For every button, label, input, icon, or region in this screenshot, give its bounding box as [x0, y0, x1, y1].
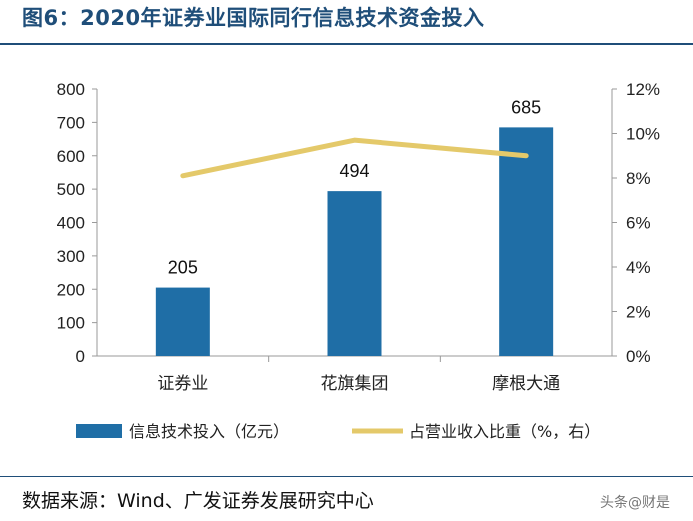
bar — [155, 287, 210, 356]
watermark: 头条@财是 — [600, 495, 670, 511]
legend-label-line: 占营业收入比重（%，右） — [409, 422, 600, 441]
y-tick-label-right: 10% — [626, 125, 660, 144]
x-tick-label: 证券业 — [157, 374, 208, 394]
y-tick-label-left: 0 — [76, 347, 85, 366]
chart-title: 图6：2020年证券业国际同行信息技术资金投入 — [22, 6, 485, 30]
legend-swatch-bar — [76, 424, 122, 438]
data-label: 494 — [339, 161, 369, 181]
source-note: 数据来源：Wind、广发证券发展研究中心 — [22, 490, 374, 512]
y-tick-label-left: 300 — [57, 247, 85, 266]
y-tick-label-left: 400 — [57, 214, 85, 233]
y-tick-label-right: 8% — [626, 169, 651, 188]
y-tick-label-left: 700 — [57, 113, 85, 132]
data-label: 205 — [168, 258, 198, 278]
legend: 信息技术投入（亿元） 占营业收入比重（%，右） — [76, 422, 600, 441]
legend-label-bar: 信息技术投入（亿元） — [129, 422, 289, 441]
footer-divider — [0, 476, 693, 477]
x-tick-label: 摩根大通 — [492, 374, 560, 394]
y-tick-label-left: 100 — [57, 314, 85, 333]
data-labels: 205 494 685 — [168, 97, 541, 277]
y-tick-label-right: 2% — [626, 303, 651, 322]
y-tick-label-right: 12% — [626, 80, 660, 99]
y-tick-label-left: 600 — [57, 147, 85, 166]
title-divider — [0, 43, 693, 45]
bar — [499, 127, 554, 356]
line-series — [180, 137, 529, 179]
bar — [327, 191, 382, 356]
y-tick-label-right: 0% — [626, 347, 651, 366]
y-tick-label-left: 200 — [57, 280, 85, 299]
y-tick-label-right: 4% — [626, 258, 651, 277]
data-label: 685 — [511, 97, 541, 117]
bar-series — [155, 127, 554, 356]
y-tick-label-left: 500 — [57, 180, 85, 199]
y-tick-label-left: 800 — [57, 80, 85, 99]
x-tick-label: 花旗集团 — [321, 374, 389, 394]
y-tick-label-right: 6% — [626, 214, 651, 233]
